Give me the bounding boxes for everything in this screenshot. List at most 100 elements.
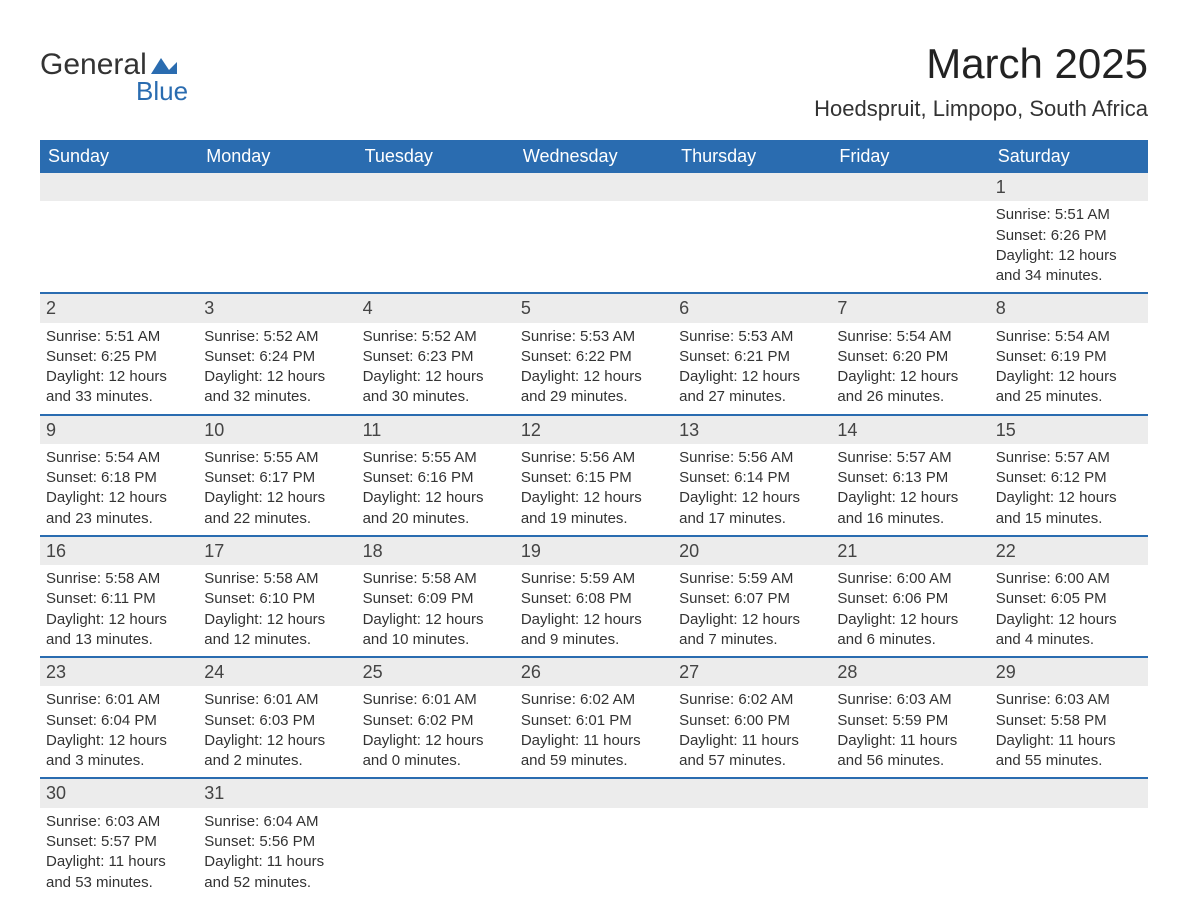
sunset-line: Sunset: 6:03 PM [204,711,350,731]
day-content [673,201,831,292]
calendar-cell [831,778,989,898]
calendar-cell: 24Sunrise: 6:01 AMSunset: 6:03 PMDayligh… [198,657,356,778]
sunset-line: Sunset: 6:00 PM [679,711,825,731]
day-number: 17 [198,537,356,565]
sunset-line: Sunset: 6:10 PM [204,589,350,609]
daylight-line: Daylight: 11 hours and 57 minutes. [679,731,825,772]
day-content [515,808,673,818]
day-number [198,173,356,201]
day-number: 22 [990,537,1148,565]
day-content [198,201,356,292]
sunset-line: Sunset: 6:05 PM [996,589,1142,609]
day-number: 19 [515,537,673,565]
day-header: Sunday [40,140,198,173]
calendar-cell: 7Sunrise: 5:54 AMSunset: 6:20 PMDaylight… [831,293,989,414]
calendar-cell: 21Sunrise: 6:00 AMSunset: 6:06 PMDayligh… [831,536,989,657]
sunrise-line: Sunrise: 5:59 AM [679,569,825,589]
day-content [831,808,989,818]
day-number: 7 [831,294,989,322]
day-header: Saturday [990,140,1148,173]
sunrise-line: Sunrise: 5:54 AM [837,327,983,347]
sunrise-line: Sunrise: 6:01 AM [363,690,509,710]
day-number [831,173,989,201]
calendar-week-row: 16Sunrise: 5:58 AMSunset: 6:11 PMDayligh… [40,536,1148,657]
sunset-line: Sunset: 5:56 PM [204,832,350,852]
day-number: 20 [673,537,831,565]
sunset-line: Sunset: 6:13 PM [837,468,983,488]
calendar-cell: 26Sunrise: 6:02 AMSunset: 6:01 PMDayligh… [515,657,673,778]
logo-text-general: General [40,48,147,82]
day-number [673,779,831,807]
day-content: Sunrise: 5:54 AMSunset: 6:18 PMDaylight:… [40,444,198,535]
day-number: 12 [515,416,673,444]
sunset-line: Sunset: 6:16 PM [363,468,509,488]
daylight-line: Daylight: 12 hours and 20 minutes. [363,488,509,529]
daylight-line: Daylight: 11 hours and 56 minutes. [837,731,983,772]
daylight-line: Daylight: 12 hours and 26 minutes. [837,367,983,408]
calendar-cell [515,173,673,293]
sunrise-line: Sunrise: 5:51 AM [996,205,1142,225]
sunrise-line: Sunrise: 6:02 AM [521,690,667,710]
sunset-line: Sunset: 6:15 PM [521,468,667,488]
calendar-cell: 11Sunrise: 5:55 AMSunset: 6:16 PMDayligh… [357,415,515,536]
sunrise-line: Sunrise: 5:52 AM [204,327,350,347]
sunrise-line: Sunrise: 5:56 AM [521,448,667,468]
sunrise-line: Sunrise: 5:55 AM [363,448,509,468]
day-content: Sunrise: 6:03 AMSunset: 5:57 PMDaylight:… [40,808,198,899]
day-content: Sunrise: 6:03 AMSunset: 5:58 PMDaylight:… [990,686,1148,777]
calendar-cell: 6Sunrise: 5:53 AMSunset: 6:21 PMDaylight… [673,293,831,414]
day-content [357,201,515,292]
day-content: Sunrise: 5:51 AMSunset: 6:26 PMDaylight:… [990,201,1148,292]
day-content: Sunrise: 6:00 AMSunset: 6:06 PMDaylight:… [831,565,989,656]
day-number: 3 [198,294,356,322]
calendar-cell: 17Sunrise: 5:58 AMSunset: 6:10 PMDayligh… [198,536,356,657]
day-content: Sunrise: 5:58 AMSunset: 6:10 PMDaylight:… [198,565,356,656]
calendar-cell: 29Sunrise: 6:03 AMSunset: 5:58 PMDayligh… [990,657,1148,778]
day-content: Sunrise: 6:02 AMSunset: 6:00 PMDaylight:… [673,686,831,777]
sunset-line: Sunset: 6:09 PM [363,589,509,609]
sunrise-line: Sunrise: 6:01 AM [46,690,192,710]
daylight-line: Daylight: 12 hours and 9 minutes. [521,610,667,651]
daylight-line: Daylight: 11 hours and 55 minutes. [996,731,1142,772]
sunrise-line: Sunrise: 5:52 AM [363,327,509,347]
daylight-line: Daylight: 12 hours and 10 minutes. [363,610,509,651]
calendar-week-row: 2Sunrise: 5:51 AMSunset: 6:25 PMDaylight… [40,293,1148,414]
day-content: Sunrise: 6:01 AMSunset: 6:04 PMDaylight:… [40,686,198,777]
calendar-cell [673,173,831,293]
day-content: Sunrise: 6:03 AMSunset: 5:59 PMDaylight:… [831,686,989,777]
calendar-thead: SundayMondayTuesdayWednesdayThursdayFrid… [40,140,1148,173]
daylight-line: Daylight: 12 hours and 13 minutes. [46,610,192,651]
sunrise-line: Sunrise: 5:58 AM [46,569,192,589]
day-content: Sunrise: 5:52 AMSunset: 6:24 PMDaylight:… [198,323,356,414]
sunset-line: Sunset: 6:08 PM [521,589,667,609]
day-number [515,173,673,201]
daylight-line: Daylight: 11 hours and 59 minutes. [521,731,667,772]
sunset-line: Sunset: 6:18 PM [46,468,192,488]
daylight-line: Daylight: 12 hours and 25 minutes. [996,367,1142,408]
day-number: 18 [357,537,515,565]
sunset-line: Sunset: 6:21 PM [679,347,825,367]
calendar-cell: 23Sunrise: 6:01 AMSunset: 6:04 PMDayligh… [40,657,198,778]
day-content: Sunrise: 5:55 AMSunset: 6:17 PMDaylight:… [198,444,356,535]
calendar-cell: 12Sunrise: 5:56 AMSunset: 6:15 PMDayligh… [515,415,673,536]
day-number [40,173,198,201]
day-content: Sunrise: 5:53 AMSunset: 6:21 PMDaylight:… [673,323,831,414]
day-header: Friday [831,140,989,173]
day-number: 10 [198,416,356,444]
day-number: 1 [990,173,1148,201]
sunrise-line: Sunrise: 5:54 AM [996,327,1142,347]
day-content: Sunrise: 6:01 AMSunset: 6:03 PMDaylight:… [198,686,356,777]
calendar-cell: 19Sunrise: 5:59 AMSunset: 6:08 PMDayligh… [515,536,673,657]
day-number [673,173,831,201]
calendar-cell: 22Sunrise: 6:00 AMSunset: 6:05 PMDayligh… [990,536,1148,657]
daylight-line: Daylight: 12 hours and 22 minutes. [204,488,350,529]
day-content: Sunrise: 5:56 AMSunset: 6:15 PMDaylight:… [515,444,673,535]
day-content: Sunrise: 5:58 AMSunset: 6:11 PMDaylight:… [40,565,198,656]
sunset-line: Sunset: 6:07 PM [679,589,825,609]
calendar-cell: 10Sunrise: 5:55 AMSunset: 6:17 PMDayligh… [198,415,356,536]
daylight-line: Daylight: 11 hours and 53 minutes. [46,852,192,893]
calendar-cell [673,778,831,898]
calendar-cell: 2Sunrise: 5:51 AMSunset: 6:25 PMDaylight… [40,293,198,414]
sunset-line: Sunset: 5:59 PM [837,711,983,731]
daylight-line: Daylight: 12 hours and 32 minutes. [204,367,350,408]
